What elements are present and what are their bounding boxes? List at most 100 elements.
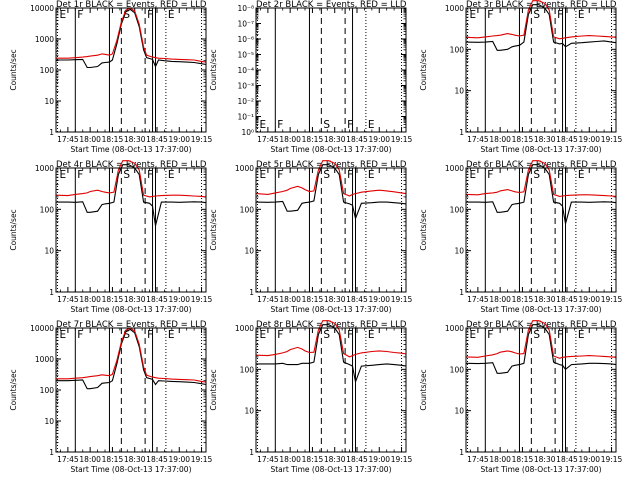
series-events-line <box>465 324 617 374</box>
y-tick-label: 10⁻⁵ <box>237 51 254 60</box>
series-events-line <box>56 328 207 390</box>
x-tick-label: 19:00 <box>578 135 600 144</box>
y-tick-label: 1000 <box>35 35 54 44</box>
marker-label: S <box>123 9 130 21</box>
y-tick-label: 1000 <box>235 164 254 173</box>
plot-frame <box>255 7 407 133</box>
y-tick-label: 10 <box>244 247 254 256</box>
x-tick-label: 18:15 <box>302 455 324 464</box>
x-axis-label: Start Time (08-Oct-13 17:37:00) <box>70 465 191 474</box>
x-tick-label: 19:00 <box>368 295 390 304</box>
y-tick-label: 10 <box>244 407 254 416</box>
x-tick-label: 17:45 <box>57 455 79 464</box>
x-tick-label: 17:45 <box>467 135 489 144</box>
x-tick-label: 18:00 <box>279 295 301 304</box>
x-tick-label: 18:00 <box>279 455 301 464</box>
panel-det-3: Det 3r BLACK = Events, RED = LLD Counts/s… <box>419 0 623 154</box>
panel-title: Det 9r BLACK = Events, RED = LLD <box>466 320 617 330</box>
y-tick-label: 100 <box>450 365 465 374</box>
marker-label: E <box>469 329 476 341</box>
y-axis-label: Counts/sec <box>209 209 218 250</box>
x-tick-label: 18:00 <box>489 295 511 304</box>
marker-label: E <box>578 329 585 341</box>
x-tick-label: 18:45 <box>556 295 578 304</box>
x-axis-label: Start Time (08-Oct-13 17:37:00) <box>270 145 391 154</box>
x-tick-label: 18:15 <box>512 455 534 464</box>
y-tick-label: 1 <box>459 128 464 137</box>
x-tick-label: 19:15 <box>601 135 623 144</box>
marker-label: F <box>487 329 493 341</box>
x-axis-label: Start Time (08-Oct-13 17:37:00) <box>70 145 191 154</box>
marker-label: F <box>147 169 153 181</box>
x-axis-label: Start Time (08-Oct-13 17:37:00) <box>480 465 601 474</box>
y-tick-label: 1 <box>459 448 464 457</box>
y-tick-label: 10 <box>454 407 464 416</box>
plot-frame <box>55 167 207 293</box>
panel-title: Det 5r BLACK = Events, RED = LLD <box>256 160 407 170</box>
x-tick-label: 17:45 <box>57 295 79 304</box>
x-tick-label: 19:15 <box>191 455 213 464</box>
y-tick-label: 10⁻⁶ <box>237 35 254 44</box>
marker-label: F <box>77 9 83 21</box>
x-tick-label: 18:45 <box>146 455 168 464</box>
panel-det-6: Det 6r BLACK = Events, RED = LLD Counts/s… <box>419 160 623 314</box>
y-tick-label: 100 <box>40 205 55 214</box>
y-tick-label: 1000 <box>35 355 54 364</box>
x-tick-label: 19:15 <box>191 295 213 304</box>
marker-label: E <box>59 169 66 181</box>
y-tick-label: 1 <box>249 448 254 457</box>
y-tick-label: 1 <box>459 288 464 297</box>
marker-label: F <box>347 119 353 131</box>
marker-label: E <box>259 169 266 181</box>
panel-title: Det 1r BLACK = Events, RED = LLD <box>56 0 207 10</box>
y-tick-label: 10 <box>44 247 54 256</box>
y-tick-label: 10⁻¹ <box>237 113 254 122</box>
x-tick-label: 19:00 <box>168 455 190 464</box>
y-tick-label: 1 <box>49 128 54 137</box>
y-tick-label: 100 <box>450 45 465 54</box>
plot-frame <box>465 327 617 453</box>
series-lld-line <box>465 0 617 40</box>
x-tick-label: 19:00 <box>168 295 190 304</box>
x-tick-label: 17:45 <box>57 135 79 144</box>
y-axis-label: Counts/sec <box>9 49 18 90</box>
panel-det-7: Det 7r BLACK = Events, RED = LLD Counts/s… <box>9 320 213 474</box>
x-tick-label: 18:15 <box>302 295 324 304</box>
x-tick-label: 18:45 <box>146 135 168 144</box>
y-tick-label: 100 <box>240 205 255 214</box>
marker-label: E <box>259 119 266 131</box>
y-tick-label: 10000 <box>30 324 54 333</box>
y-tick-label: 10⁻⁷ <box>237 20 254 29</box>
x-tick-label: 19:15 <box>391 135 413 144</box>
x-tick-label: 18:45 <box>556 455 578 464</box>
x-tick-label: 18:15 <box>102 295 124 304</box>
marker-label: F <box>487 9 493 21</box>
x-tick-label: 18:15 <box>512 295 534 304</box>
y-axis-label: Counts/sec <box>9 369 18 410</box>
series-lld-line <box>465 160 617 197</box>
x-tick-label: 18:15 <box>102 455 124 464</box>
x-tick-label: 17:45 <box>257 135 279 144</box>
marker-label: F <box>277 329 283 341</box>
x-tick-label: 19:15 <box>601 295 623 304</box>
marker-label: E <box>469 169 476 181</box>
series-events-line <box>256 324 407 384</box>
x-tick-label: 18:45 <box>346 135 368 144</box>
x-tick-label: 18:15 <box>102 135 124 144</box>
x-tick-label: 19:15 <box>391 295 413 304</box>
marker-label: E <box>469 9 476 21</box>
panel-det-9: Det 9r BLACK = Events, RED = LLD Counts/s… <box>419 320 623 474</box>
series-events-line <box>466 164 617 224</box>
x-tick-label: 19:00 <box>368 135 390 144</box>
marker-label: E <box>259 329 266 341</box>
y-tick-label: 1000 <box>445 4 464 13</box>
x-tick-label: 19:15 <box>601 455 623 464</box>
x-tick-label: 18:30 <box>324 295 346 304</box>
x-axis-label: Start Time (08-Oct-13 17:37:00) <box>70 305 191 314</box>
y-tick-label: 1 <box>49 448 54 457</box>
marker-label: E <box>59 9 66 21</box>
series-lld-line <box>255 320 407 358</box>
panel-det-5: Det 5r BLACK = Events, RED = LLD Counts/s… <box>209 160 413 314</box>
x-tick-label: 18:00 <box>489 455 511 464</box>
